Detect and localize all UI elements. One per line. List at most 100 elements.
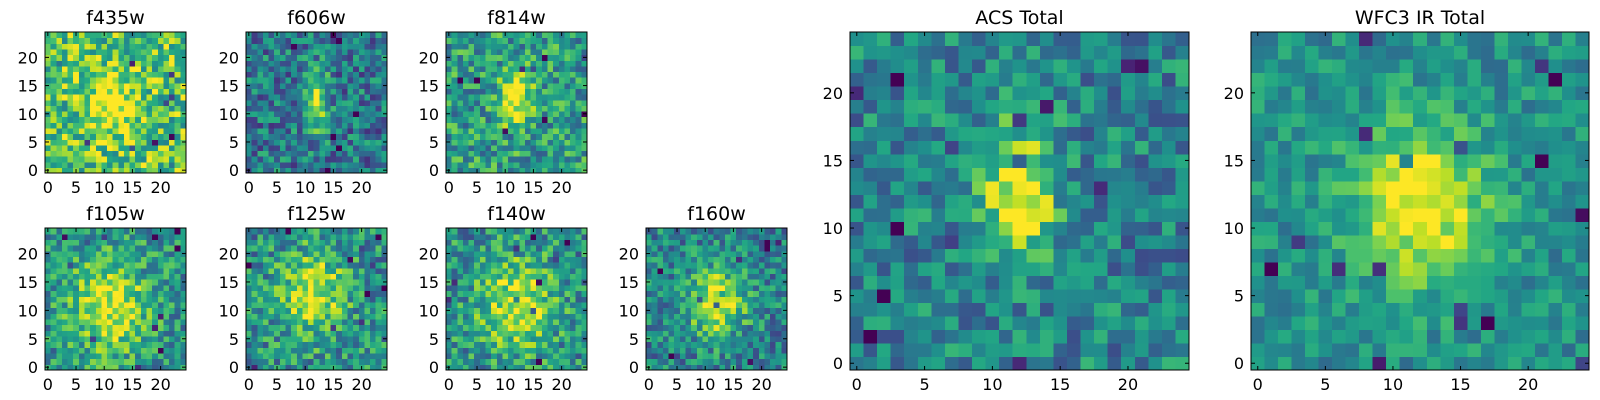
pixel-cell [781, 296, 788, 303]
pixel-cell [553, 245, 560, 252]
pixel-cell [850, 207, 865, 222]
pixel-cell [67, 273, 74, 280]
pixel-cell [764, 341, 771, 348]
pixel-cell [904, 329, 919, 344]
pixel-cell [468, 279, 475, 286]
pixel-cell [347, 127, 354, 135]
pixel-cell [129, 144, 136, 152]
y-tick-label: 5 [229, 330, 239, 349]
pixel-cell [850, 288, 865, 303]
pixel-cell [524, 32, 532, 39]
pixel-cell [246, 105, 253, 112]
pixel-cell [274, 347, 281, 354]
pixel-cell [84, 105, 91, 112]
pixel-cell [558, 150, 566, 157]
pixel-cell [713, 250, 720, 257]
pixel-cell [496, 54, 503, 61]
pixel-cell [118, 48, 125, 56]
pixel-cell [135, 364, 142, 371]
pixel-cell [668, 296, 675, 303]
pixel-cell [95, 99, 102, 106]
pixel-cell [662, 267, 670, 275]
pixel-cell [146, 267, 153, 275]
pixel-cell [169, 37, 176, 44]
pixel-cell [451, 150, 458, 157]
pixel-cell [575, 156, 582, 163]
pixel-cell [999, 329, 1014, 344]
pixel-cell [719, 233, 726, 240]
pixel-cell [1039, 288, 1054, 303]
pixel-cell [45, 341, 52, 348]
pixel-cell [157, 267, 165, 275]
pixel-cell [152, 364, 159, 371]
x-tick-label: 10 [94, 375, 114, 394]
pixel-cell [558, 54, 566, 61]
y-tick-label: 10 [219, 105, 239, 124]
pixel-cell [530, 110, 537, 118]
pixel-cell [657, 228, 664, 235]
pixel-cell [479, 139, 487, 146]
pixel-cell [140, 77, 148, 84]
pixel-cell [251, 250, 258, 257]
pixel-cell [313, 341, 320, 348]
pixel-cell [758, 290, 766, 297]
pixel-cell [474, 347, 481, 354]
pixel-cell [570, 318, 577, 326]
pixel-cell [313, 71, 320, 78]
pixel-cell [1175, 342, 1190, 358]
pixel-cell [575, 256, 582, 263]
pixel-cell [313, 358, 320, 365]
pixel-cell [491, 88, 498, 95]
pixel-cell [146, 161, 153, 168]
pixel-cell [358, 150, 366, 157]
pixel-cell [547, 239, 554, 246]
pixel-cell [169, 32, 176, 39]
pixel-cell [736, 273, 743, 280]
pixel-cell [78, 335, 86, 343]
pixel-cell [651, 313, 658, 320]
pixel-cell [370, 133, 377, 140]
pixel-cell [90, 71, 97, 78]
pixel-cell [61, 273, 69, 280]
pixel-cell [479, 296, 487, 303]
pixel-cell [174, 156, 181, 163]
pixel-cell [457, 156, 464, 163]
pixel-cell [123, 290, 131, 297]
pixel-cell [462, 250, 470, 257]
pixel-cell [163, 301, 170, 309]
pixel-cell [279, 318, 287, 326]
pixel-cell [651, 335, 658, 343]
pixel-cell [157, 256, 165, 263]
pixel-cell [491, 364, 498, 371]
pixel-cell [118, 307, 125, 314]
pixel-cell [513, 358, 520, 365]
pixel-cell [302, 341, 309, 348]
pixel-cell [446, 122, 453, 129]
pixel-cell [708, 330, 715, 337]
pixel-cell [163, 105, 170, 112]
pixel-cell [146, 279, 153, 286]
pixel-cell [1175, 167, 1190, 182]
pixel-cell [508, 364, 515, 371]
pixel-cell [353, 364, 360, 371]
pixel-cell [747, 267, 754, 275]
pixel-cell [496, 352, 503, 360]
pixel-cell [457, 318, 464, 326]
pixel-cell [308, 290, 315, 297]
pixel-cell [457, 127, 464, 135]
pixel-cell [180, 296, 187, 303]
pixel-cell [296, 330, 303, 337]
pixel-cell [502, 330, 509, 337]
pixel-cell [651, 330, 658, 337]
pixel-cell [78, 150, 86, 157]
pixel-cell [358, 330, 366, 337]
pixel-cell [50, 71, 57, 78]
pixel-cell [770, 279, 777, 286]
pixel-cell [508, 256, 515, 263]
pixel-cell [78, 32, 86, 39]
pixel-cell [279, 290, 287, 297]
pixel-cell [547, 71, 554, 78]
pixel-cell [863, 234, 878, 249]
pixel-cell [358, 296, 366, 303]
pixel-cell [708, 256, 715, 263]
